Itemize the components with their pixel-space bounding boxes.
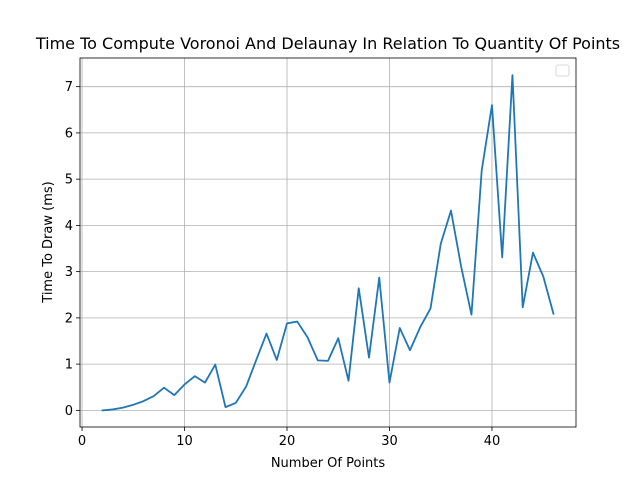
y-axis-label: Time To Draw (ms) xyxy=(41,181,56,303)
grid xyxy=(80,58,576,427)
series-line xyxy=(101,74,555,412)
legend-box xyxy=(555,64,570,77)
chart-title: Time To Compute Voronoi And Delaunay In … xyxy=(35,34,620,53)
x-tick-label: 0 xyxy=(78,434,86,449)
y-tick-label: 4 xyxy=(65,219,73,234)
x-axis-ticks: 0 10 20 30 40 xyxy=(78,427,500,449)
y-tick-label: 3 xyxy=(65,265,73,280)
x-tick-label: 30 xyxy=(381,434,398,449)
x-axis-label: Number Of Points xyxy=(271,456,386,471)
x-tick-label: 10 xyxy=(176,434,193,449)
y-tick-label: 6 xyxy=(65,126,73,141)
y-tick-label: 2 xyxy=(65,311,73,326)
y-tick-label: 5 xyxy=(65,173,73,188)
y-tick-label: 0 xyxy=(65,404,73,419)
x-tick-label: 40 xyxy=(484,434,501,449)
plot-frame xyxy=(79,57,577,428)
y-tick-label: 1 xyxy=(65,358,73,373)
series-layer xyxy=(101,74,555,412)
y-tick-label: 7 xyxy=(65,80,73,95)
x-tick-label: 20 xyxy=(279,434,296,449)
y-axis-ticks: 0 1 2 3 4 5 6 7 xyxy=(65,80,80,419)
